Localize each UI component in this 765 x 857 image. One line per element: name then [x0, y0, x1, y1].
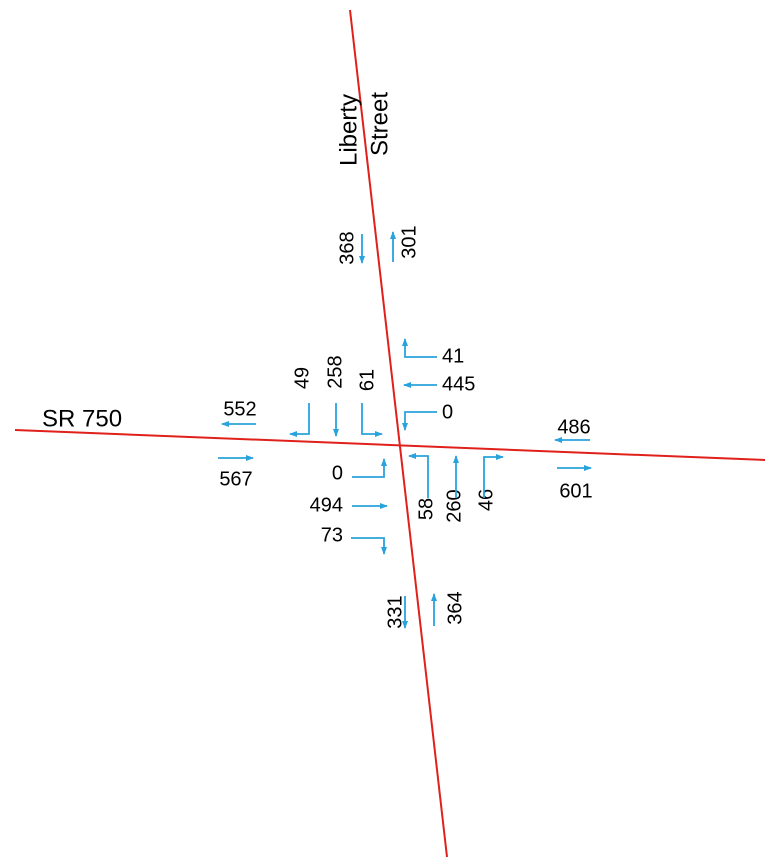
turn-volume: 61 — [356, 369, 378, 391]
turn-volume: 494 — [310, 494, 343, 516]
turn-volume: 260 — [443, 489, 465, 522]
turn-volume: 49 — [291, 367, 313, 389]
volume-label: 552 — [223, 398, 256, 420]
turn-volume: 0 — [442, 401, 453, 423]
sr750-road — [14, 429, 765, 461]
volume-label: 368 — [336, 231, 358, 264]
turn-volume: 58 — [415, 498, 437, 520]
volume-label: 567 — [219, 468, 252, 490]
street-name: Liberty — [335, 94, 362, 166]
street-name: Street — [366, 92, 393, 156]
arrow — [361, 403, 383, 437]
volume-label: 601 — [559, 480, 592, 502]
volume-label: 301 — [398, 225, 420, 258]
arrow — [408, 453, 429, 498]
arrow — [402, 411, 437, 431]
volume-label: 486 — [557, 416, 590, 438]
turn-volume: 258 — [324, 355, 346, 388]
turn-volume: 445 — [442, 373, 475, 395]
arrow — [289, 403, 310, 437]
arrow — [483, 454, 504, 498]
arrow — [352, 458, 387, 478]
turn-volume: 41 — [442, 345, 464, 367]
liberty-street-road — [349, 9, 448, 857]
turn-volume: 46 — [475, 489, 497, 511]
street-name: SR 750 — [42, 405, 122, 432]
turn-volume: 0 — [332, 462, 343, 484]
turn-volume: 73 — [321, 524, 343, 546]
arrow — [402, 338, 437, 358]
volume-label: 364 — [444, 591, 466, 624]
arrow — [351, 537, 387, 555]
volume-label: 331 — [384, 595, 406, 628]
